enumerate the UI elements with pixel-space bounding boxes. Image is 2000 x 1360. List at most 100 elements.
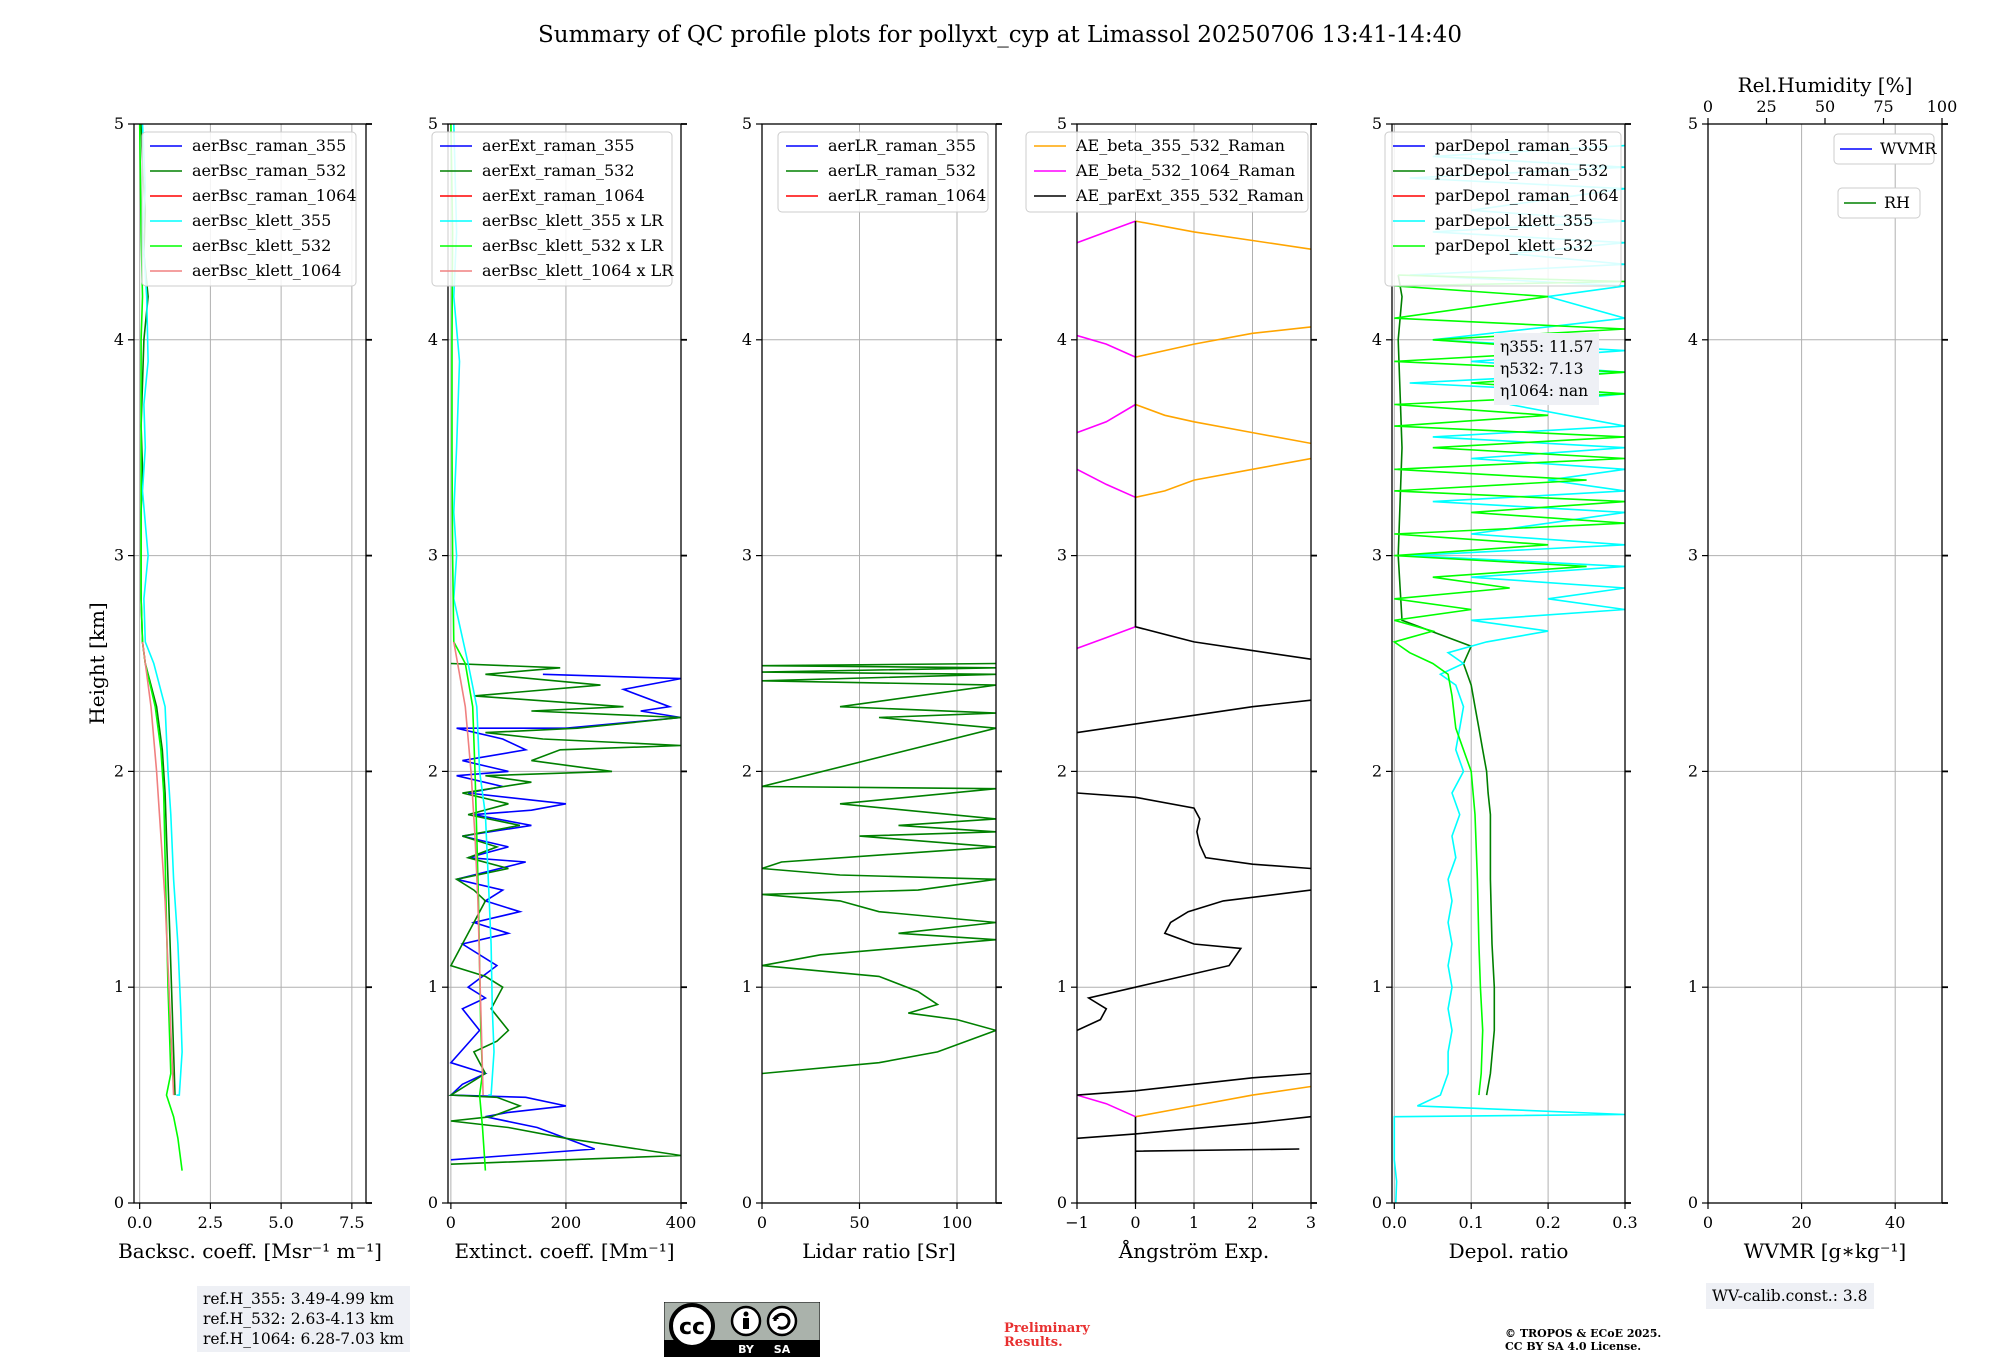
x-tick-label: 200 xyxy=(551,1213,582,1232)
y-tick-label: 1 xyxy=(428,977,438,996)
y-tick-label: 0 xyxy=(1688,1193,1698,1212)
series-line-aerbsc-klett-355 xyxy=(141,124,183,1096)
legend-box xyxy=(1025,131,1309,213)
x-tick-label: 20 xyxy=(1791,1213,1811,1232)
legend-label: aerBsc_raman_532 xyxy=(192,161,346,180)
series-line-ae-parext-355-532-raman xyxy=(1077,221,1311,1203)
y-tick-label: 0 xyxy=(1057,1193,1067,1212)
y-tick-label: 3 xyxy=(1057,546,1067,565)
legend-label: aerLR_raman_532 xyxy=(828,161,976,180)
y-axis-label: Height [km] xyxy=(85,602,109,724)
axes-frame xyxy=(447,123,682,1204)
legend-label: AE_beta_532_1064_Raman xyxy=(1075,161,1295,180)
reference-height-box: ref.H_355: 3.49-4.99 km ref.H_532: 2.63-… xyxy=(197,1286,410,1352)
preliminary-line-1: Preliminary xyxy=(1004,1321,1090,1336)
x2-tick-label: 0 xyxy=(1703,97,1713,116)
legend-label: AE_beta_355_532_Raman xyxy=(1075,136,1285,155)
y-tick-label: 4 xyxy=(428,330,438,349)
y-tick-label: 0 xyxy=(742,1193,752,1212)
x-tick-label: 3 xyxy=(1306,1213,1316,1232)
wv-calibration-box: WV-calib.const.: 3.8 xyxy=(1706,1283,1874,1309)
figure-title: Summary of QC profile plots for pollyxt_… xyxy=(538,22,1462,48)
x-tick-label: 5.0 xyxy=(268,1213,293,1232)
x2-tick-label: 75 xyxy=(1873,97,1893,116)
x-tick-label: 0.0 xyxy=(127,1213,152,1232)
y-tick-label: 4 xyxy=(1372,330,1382,349)
x2-axis-label: Rel.Humidity [%] xyxy=(1738,73,1913,97)
series-line-aerbsc-klett-1064 xyxy=(141,641,175,1096)
x-tick-label: 0.1 xyxy=(1458,1213,1483,1232)
share-alike-icon xyxy=(766,1305,798,1337)
panel-1: 0.0 2.5 5.0 7.5 0 1 2 3 4 5 Backsc. coeff. [Msr⁻¹ … xyxy=(85,114,382,1263)
x-tick-label: 7.5 xyxy=(339,1213,364,1232)
x2-tick-label: 50 xyxy=(1815,97,1835,116)
ref-height-1064: ref.H_1064: 6.28-7.03 km xyxy=(203,1330,404,1348)
y-tick-label: 1 xyxy=(1372,977,1382,996)
legend-label: parDepol_klett_355 xyxy=(1435,211,1593,230)
legend-label: aerLR_raman_355 xyxy=(828,136,976,155)
y-tick-label: 5 xyxy=(1372,114,1382,133)
series-line-aerbsc-klett-532-x-lr xyxy=(450,124,487,1171)
x-axis-label: Depol. ratio xyxy=(1449,1239,1569,1263)
x-tick-label: 0 xyxy=(446,1213,456,1232)
panel-2: 0 200 400 0 1 2 3 4 5 Extinct. coeff. [Mm⁻¹] aerEx… xyxy=(428,114,696,1263)
y-tick-label: 4 xyxy=(742,330,752,349)
y-tick-label: 0 xyxy=(1372,1193,1382,1212)
y-tick-label: 3 xyxy=(114,546,124,565)
legend-label: aerExt_raman_355 xyxy=(482,136,635,155)
ref-height-532: ref.H_532: 2.63-4.13 km xyxy=(203,1310,394,1328)
eta-355: η355: 11.57 xyxy=(1500,338,1594,356)
axes-frame xyxy=(133,123,367,1204)
legend-label: aerExt_raman_1064 xyxy=(482,186,645,205)
x-tick-label: 50 xyxy=(849,1213,869,1232)
y-tick-label: 2 xyxy=(114,761,124,780)
copyright-line-1: © TROPOS & ECoE 2025. xyxy=(1505,1327,1662,1340)
axes-frame xyxy=(761,123,997,1204)
series-line-aerbsc-klett-1064-x-lr xyxy=(453,641,484,1096)
y-tick-label: 5 xyxy=(1688,114,1698,133)
x-tick-label: 40 xyxy=(1885,1213,1905,1232)
legend-label: WVMR xyxy=(1880,139,1937,158)
x-tick-label: 400 xyxy=(666,1213,697,1232)
series-line-aerbsc-klett-532 xyxy=(138,124,183,1171)
x-tick-label: 0 xyxy=(1703,1213,1713,1232)
x-tick-label: 2.5 xyxy=(198,1213,223,1232)
copyright-note: © TROPOS & ECoE 2025. CC BY SA 4.0 Licen… xyxy=(1505,1327,1661,1353)
x-tick-label: 1 xyxy=(1189,1213,1199,1232)
x-tick-label: 0 xyxy=(757,1213,767,1232)
legend-label: aerLR_raman_1064 xyxy=(828,186,986,205)
y-tick-label: 4 xyxy=(114,330,124,349)
axes-frame xyxy=(1391,123,1626,1204)
panel-6: 0 20 40 0 1 2 3 4 5 WVMR [g∗kg⁻¹] 0 25 50 75 100 Rel.Hu… xyxy=(1688,73,1957,1263)
y-tick-label: 2 xyxy=(742,761,752,780)
legend-label: aerBsc_raman_1064 xyxy=(192,186,357,205)
y-tick-label: 2 xyxy=(1688,761,1698,780)
x2-tick-label: 100 xyxy=(1927,97,1958,116)
y-tick-label: 1 xyxy=(742,977,752,996)
y-tick-label: 3 xyxy=(1372,546,1382,565)
ref-height-355: ref.H_355: 3.49-4.99 km xyxy=(203,1290,394,1308)
x-tick-label: 2 xyxy=(1247,1213,1257,1232)
preliminary-line-2: Results. xyxy=(1004,1335,1063,1350)
y-tick-label: 3 xyxy=(1688,546,1698,565)
eta-box: η355: 11.57 η532: 7.13 η1064: nan xyxy=(1494,333,1600,405)
legend-label: aerBsc_klett_355 xyxy=(192,211,331,230)
cc-logo-text: cc xyxy=(679,1315,705,1340)
y-tick-label: 0 xyxy=(114,1193,124,1212)
series-line-pardepol-raman-532 xyxy=(1397,274,1496,1096)
preliminary-note: Preliminary Results. xyxy=(1004,1322,1090,1350)
legend-label: parDepol_klett_532 xyxy=(1435,236,1593,255)
legend-box xyxy=(431,131,673,287)
y-tick-label: 5 xyxy=(428,114,438,133)
x-tick-label: −1 xyxy=(1065,1213,1089,1232)
x-axis-label: WVMR [g∗kg⁻¹] xyxy=(1744,1239,1906,1263)
x-tick-label: 0.3 xyxy=(1612,1213,1637,1232)
legend-label: aerExt_raman_532 xyxy=(482,161,635,180)
legend-box xyxy=(1384,131,1622,287)
sa-label: SA xyxy=(774,1343,791,1356)
y-tick-label: 2 xyxy=(1372,761,1382,780)
series-line-ae-beta-355-532-raman xyxy=(1135,220,1311,1118)
panel-3: 0 50 100 0 1 2 3 4 5 Lidar ratio [Sr] aerLR_raman_… xyxy=(742,114,1002,1263)
y-tick-label: 4 xyxy=(1057,330,1067,349)
